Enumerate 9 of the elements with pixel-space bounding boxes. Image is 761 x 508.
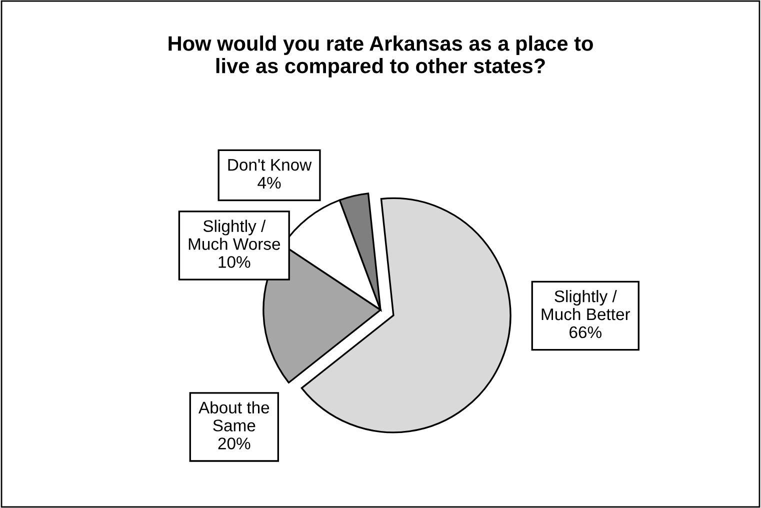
slice-label: Slightly / Much Better xyxy=(542,290,630,320)
data-label: 20% xyxy=(218,438,250,450)
data-label: 4% xyxy=(258,176,281,189)
slice-label: Slightly / Much Worse xyxy=(188,220,280,250)
data-label: 10% xyxy=(218,256,250,268)
chart-title: How would you rate Arkansas as a place to live as compared to other states? xyxy=(168,36,593,78)
slice-label: Don't Know xyxy=(228,159,312,171)
slice-label: About the Same xyxy=(198,401,270,432)
data-label: 66% xyxy=(570,326,602,338)
